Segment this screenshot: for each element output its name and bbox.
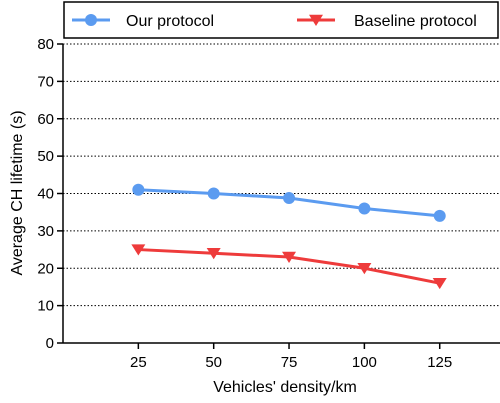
series-our-protocol: [132, 183, 446, 222]
axes: 0 10 20 30 40 50 60 70 80 25 50 75 100 125: [37, 36, 500, 371]
legend: Our protocol Baseline protocol: [63, 1, 499, 39]
x-tick-label: 50: [205, 354, 222, 371]
data-point: [358, 202, 371, 215]
data-point: [207, 187, 220, 200]
gridlines: [63, 43, 500, 307]
y-tick-label: 70: [37, 73, 54, 90]
data-point: [282, 251, 297, 263]
legend-label: Baseline protocol: [354, 13, 477, 30]
data-point: [132, 183, 145, 196]
x-axis-title: Vehicles' density/km: [213, 379, 357, 396]
y-tick-label: 40: [37, 186, 54, 203]
legend-marker: [85, 14, 97, 26]
y-tick-label: 60: [37, 111, 54, 128]
data-point: [131, 244, 146, 256]
legend-marker: [309, 14, 323, 26]
y-tick-label: 80: [37, 36, 54, 53]
legend-item: Our protocol: [72, 13, 214, 30]
y-tick-label: 10: [37, 298, 54, 315]
data-point: [357, 263, 372, 275]
x-tick-label: 25: [130, 354, 147, 371]
data-point: [433, 209, 446, 222]
y-tick-label: 20: [37, 260, 54, 277]
legend-box: [63, 1, 499, 39]
y-tick-label: 30: [37, 223, 54, 240]
legend-item: Baseline protocol: [297, 13, 477, 30]
y-tick-label: 50: [37, 148, 54, 165]
x-tick-label: 100: [352, 354, 377, 371]
y-axis-title: Average CH lifetime (s): [9, 110, 26, 275]
data-point: [283, 191, 296, 204]
series-baseline-protocol: [131, 244, 447, 290]
y-tick-label: 0: [46, 335, 54, 352]
x-tick-label: 75: [281, 354, 298, 371]
legend-label: Our protocol: [126, 13, 214, 30]
x-tick-label: 125: [427, 354, 452, 371]
data-point: [432, 277, 447, 290]
data-point: [206, 248, 221, 260]
